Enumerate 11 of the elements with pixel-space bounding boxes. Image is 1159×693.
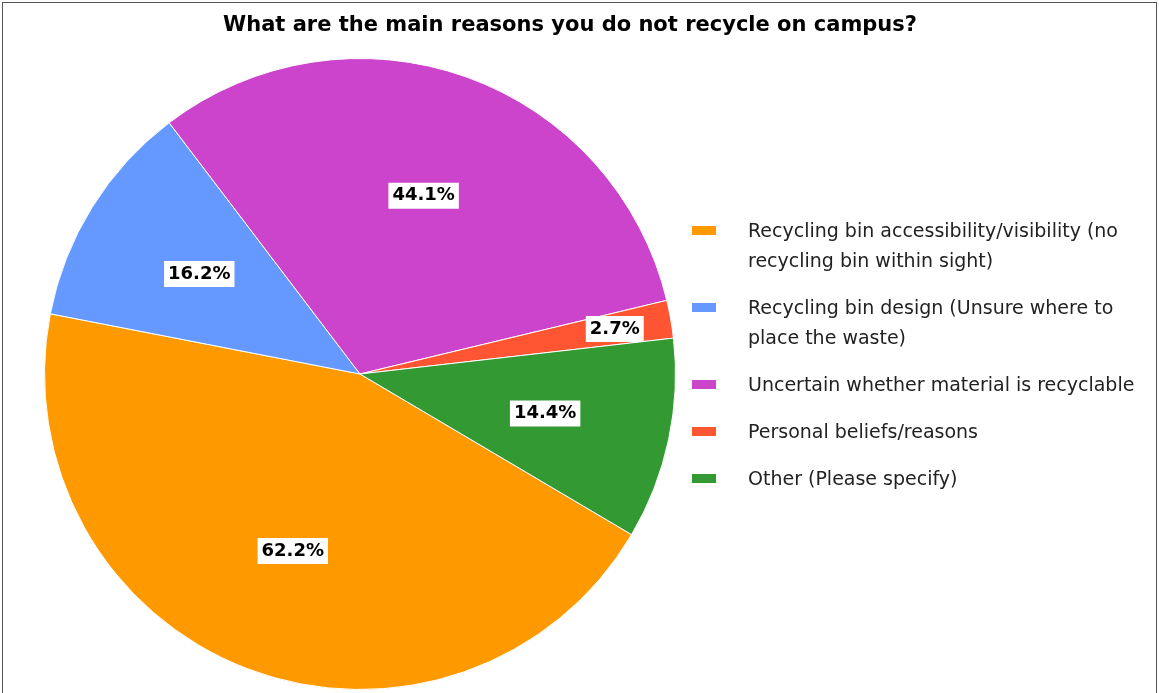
legend-label: Personal beliefs/reasons [748, 419, 978, 444]
legend-label: Recycling bin design (Unsure where to place the waste) [748, 295, 1115, 350]
chart-title: What are the main reasons you do not recycle on campus? [222, 12, 918, 36]
data-label: 2.7% [589, 316, 640, 338]
data-label: 14.4% [513, 401, 577, 423]
legend-label: Other (Please specify) [748, 466, 958, 491]
data-label: 44.1% [392, 183, 455, 205]
legend-label: Uncertain whether material is recyclable [748, 372, 1135, 397]
legend-label: Recycling bin accessibility/visibility (no recycling bin within sight) [748, 218, 1119, 273]
data-label: 16.2% [168, 261, 231, 283]
data-label: 62.2% [261, 538, 324, 560]
